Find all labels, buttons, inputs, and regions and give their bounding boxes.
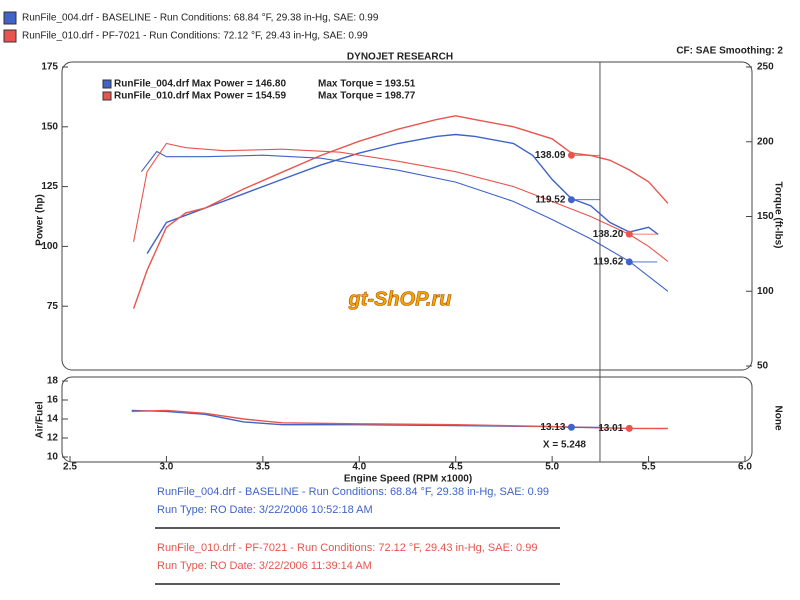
marker-label: 138.20 [593,229,624,240]
y-tick-label: 18 [47,376,59,387]
chart-info: CF: SAE Smoothing: 2 [676,46,783,57]
afr-panel [61,376,753,463]
x-axis-label: Engine Speed (RPM x1000) [344,474,472,485]
marker [625,424,633,432]
x-tick-label: 6.0 [738,462,752,473]
y-tick-label: 10 [47,452,59,463]
x-tick-label: 4.5 [449,462,463,473]
cursor-label: X = 5.248 [543,440,587,451]
marker [625,230,633,238]
x-tick-label: 5.5 [642,462,656,473]
y-tick-label: 14 [47,414,59,425]
legend-torque: Max Torque = 198.77 [318,91,416,102]
marker [567,196,575,204]
marker [567,151,575,159]
y2-axis-label: None [772,406,783,431]
y-tick-label: 150 [41,121,58,132]
footer-line: Run Type: RO Date: 3/22/2006 11:39:14 AM [157,560,372,572]
legend-swatch [102,91,112,101]
header-line: RunFile_010.drf - PF-7021 - Run Conditio… [22,31,368,42]
y2-tick-label: 50 [757,361,769,372]
x-tick-label: 3.5 [256,462,270,473]
y-axis-label: Air/Fuel [35,401,46,438]
footer-line: Run Type: RO Date: 3/22/2006 10:52:18 AM [157,504,373,516]
y-axis-label: Power (hp) [35,194,46,246]
y2-tick-label: 200 [757,136,774,147]
y-tick-label: 12 [47,433,59,444]
watermark: gt-ShOP.ru [348,288,452,310]
x-tick-label: 5.0 [545,462,559,473]
header-line: RunFile_004.drf - BASELINE - Run Conditi… [22,13,379,24]
data-line [140,150,669,292]
marker [625,258,633,266]
data-line [132,115,669,309]
y2-tick-label: 250 [757,62,774,73]
y-tick-label: 125 [41,181,58,192]
data-line [146,133,659,254]
marker-label: 13.01 [598,423,623,434]
legend-label: RunFile_010.drf Max Power = 154.59 [114,91,286,102]
footer-line: RunFile_004.drf - BASELINE - Run Conditi… [157,486,549,498]
y-tick-label: 100 [41,241,58,252]
legend-label: RunFile_004.drf Max Power = 146.80 [114,79,286,90]
y2-axis-label: Torque (ft-lbs) [772,181,783,248]
footer-line: RunFile_010.drf - PF-7021 - Run Conditio… [157,542,537,554]
y2-tick-label: 150 [757,211,774,222]
marker-label: 13.13 [540,422,565,433]
x-tick-label: 2.5 [63,462,77,473]
marker-label: 119.62 [593,257,623,268]
marker-label: 119.52 [535,194,565,205]
x-tick-label: 4.0 [352,462,366,473]
chart-title: DYNOJET RESEARCH [347,52,453,63]
marker [567,423,575,431]
y-tick-label: 75 [47,301,59,312]
marker-label: 138.09 [535,150,566,161]
data-line [133,142,669,262]
x-tick-label: 3.0 [159,462,173,473]
y-tick-label: 175 [41,62,58,73]
legend-swatch [102,79,112,89]
legend-swatch [3,11,17,25]
y-tick-label: 16 [47,395,59,406]
y2-tick-label: 100 [757,286,774,297]
main-panel [61,61,753,371]
legend-torque: Max Torque = 193.51 [318,79,416,90]
legend-swatch [3,29,17,43]
